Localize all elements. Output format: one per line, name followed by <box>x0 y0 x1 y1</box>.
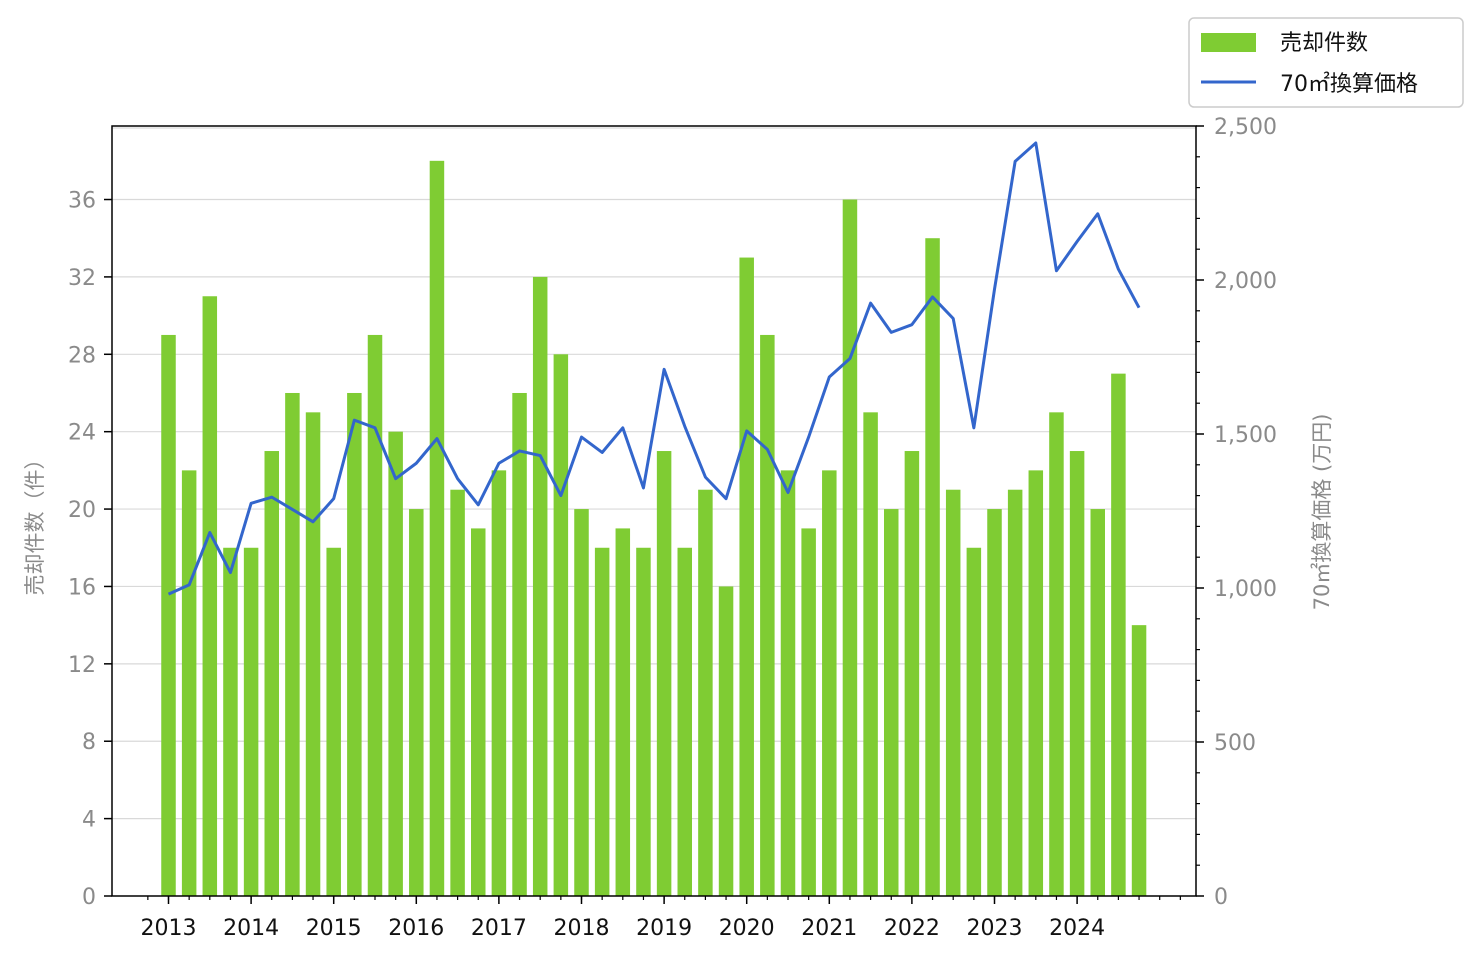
bar <box>161 334 176 897</box>
bar <box>429 160 445 897</box>
bar <box>801 528 816 896</box>
x-axis-tick-label: 2024 <box>1049 916 1105 941</box>
left-axis: 0 4 8 12 16 20 24 28 32 36 <box>68 189 112 910</box>
x-axis-tick-label: 2013 <box>141 916 197 941</box>
plot-frame <box>111 125 1197 897</box>
left-axis-tick-label: 36 <box>68 189 96 214</box>
bar <box>718 586 734 896</box>
bar <box>574 509 589 896</box>
bar <box>594 547 610 896</box>
bar <box>987 509 1002 896</box>
bar <box>285 392 300 896</box>
bar <box>512 392 527 896</box>
bar <box>1007 489 1023 896</box>
bar <box>223 547 238 896</box>
bar <box>553 354 569 896</box>
bar <box>739 257 754 896</box>
bar <box>305 412 321 896</box>
bar <box>1028 470 1044 896</box>
bar <box>264 451 279 896</box>
legend-box <box>1188 17 1464 108</box>
bar <box>822 470 837 896</box>
bar <box>780 470 796 896</box>
x-axis-tick-label: 2017 <box>471 916 527 941</box>
bar <box>1069 451 1085 896</box>
bar <box>409 509 424 896</box>
x-axis-tick-label: 2023 <box>967 916 1023 941</box>
right-axis-title: 70㎡換算価格 (万円) <box>1310 414 1334 611</box>
left-axis-tick-label: 20 <box>68 498 96 523</box>
bar <box>347 392 362 896</box>
bar <box>243 547 259 896</box>
left-axis-title: 売却件数（件） <box>23 449 47 596</box>
x-axis-tick-label: 2021 <box>801 916 857 941</box>
bar <box>615 528 631 896</box>
left-axis-tick-label: 12 <box>68 653 96 678</box>
right-axis-tick-label: 1,000 <box>1214 577 1277 602</box>
bar <box>945 489 961 896</box>
bar <box>181 470 197 896</box>
bar <box>450 489 465 896</box>
bar <box>966 547 982 896</box>
bar <box>1049 412 1064 896</box>
bar <box>326 547 341 896</box>
bar <box>656 451 672 896</box>
x-axis-tick-label: 2019 <box>636 916 692 941</box>
plot-border <box>111 125 1197 897</box>
left-axis-tick-label: 28 <box>68 343 96 368</box>
bar <box>532 276 548 896</box>
bar <box>884 509 899 896</box>
x-axis: 2013 2014 2015 2016 2017 2018 2019 2020 2021 2022… <box>141 896 1181 941</box>
x-axis-tick-label: 2016 <box>388 916 444 941</box>
bar <box>842 199 858 897</box>
bar <box>202 296 218 897</box>
bar <box>1111 373 1126 896</box>
right-axis-tick-label: 500 <box>1214 731 1256 756</box>
x-axis-tick-label: 2018 <box>554 916 610 941</box>
bar <box>925 238 940 896</box>
right-axis-tick-label: 0 <box>1214 885 1228 910</box>
bar <box>388 431 403 896</box>
bar <box>367 334 383 897</box>
legend-label-bar: 売却件数 <box>1280 31 1368 56</box>
bar <box>471 528 486 896</box>
left-axis-tick-label: 24 <box>68 421 96 446</box>
bar <box>1131 625 1147 896</box>
bar <box>760 334 775 897</box>
x-axis-tick-label: 2015 <box>306 916 362 941</box>
bar <box>698 489 713 896</box>
left-axis-tick-label: 32 <box>68 266 96 291</box>
line-series <box>167 141 1141 596</box>
left-axis-tick-label: 0 <box>82 885 96 910</box>
legend-bar-swatch <box>1201 33 1256 52</box>
x-axis-tick-label: 2020 <box>719 916 775 941</box>
right-axis-tick-label: 2,500 <box>1214 115 1277 140</box>
right-axis-tick-label: 1,500 <box>1214 423 1277 448</box>
bar <box>636 547 651 896</box>
bar <box>904 451 920 896</box>
bar <box>863 412 878 896</box>
right-axis-tick-label: 2,000 <box>1214 269 1277 294</box>
left-axis-tick-label: 8 <box>82 730 96 755</box>
left-axis-tick-label: 4 <box>82 808 96 833</box>
x-axis-tick-label: 2022 <box>884 916 940 941</box>
bar <box>491 470 507 896</box>
legend: 売却件数 70㎡換算価格 <box>1188 17 1464 108</box>
bar <box>1090 509 1105 896</box>
left-axis-tick-label: 16 <box>68 575 96 600</box>
bar <box>677 547 692 896</box>
x-axis-tick-label: 2014 <box>223 916 279 941</box>
right-axis: 0 500 1,000 1,500 2,000 2,500 <box>1196 115 1277 910</box>
legend-label-line: 70㎡換算価格 <box>1280 71 1418 97</box>
price-line <box>167 141 1141 596</box>
